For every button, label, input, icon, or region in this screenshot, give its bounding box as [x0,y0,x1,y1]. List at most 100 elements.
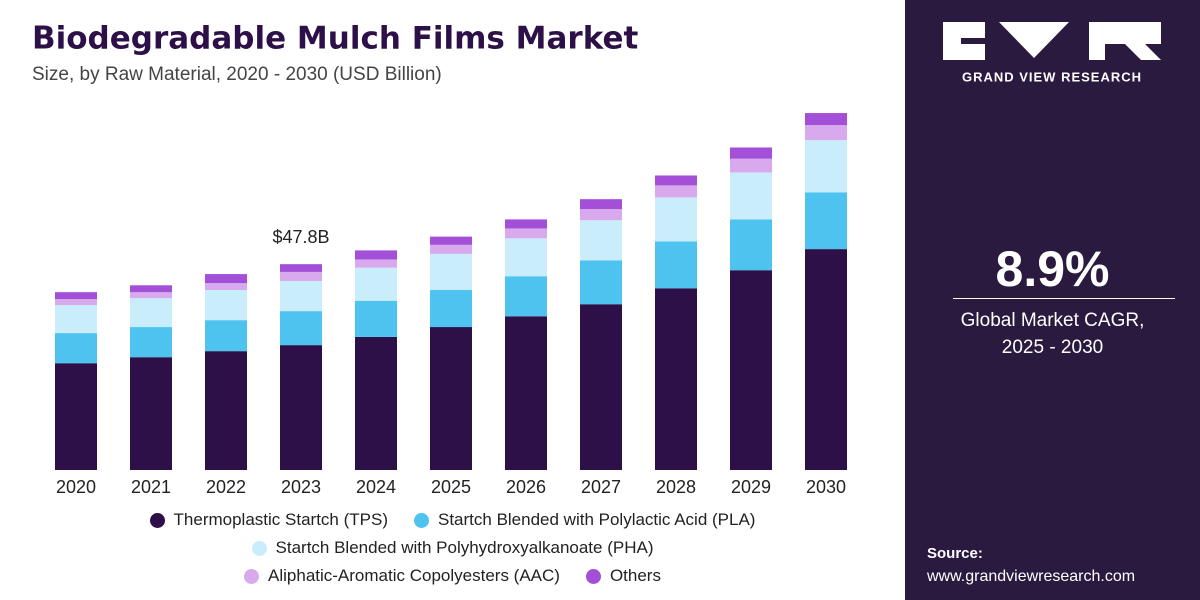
bar-segment [55,305,97,334]
legend: Thermoplastic Startch (TPS) Startch Blend… [0,506,905,590]
legend-label: Thermoplastic Startch (TPS) [173,510,388,529]
bar-segment [655,175,697,186]
bar-segment [580,304,622,470]
bar-segment [280,280,322,312]
x-tick-label: 2025 [431,477,471,497]
bar-segment [130,357,172,470]
legend-label: Startch Blended with Polyhydroxyalkanoat… [275,538,654,557]
divider [953,298,1175,299]
bar-segment [55,292,97,300]
bar-segment [430,236,472,245]
x-tick-label: 2024 [356,477,396,497]
legend-swatch [585,568,601,584]
logo-v [999,22,1069,58]
bar-segment [55,299,97,306]
bar-segment [805,113,847,126]
bar-segment [730,219,772,271]
bar-segment [355,267,397,301]
bar-segment [280,264,322,272]
legend-item: Startch Blended with Polyhydroxyalkanoat… [251,538,654,558]
source-label: Source: [927,545,983,562]
bar-segment [805,192,847,250]
x-tick-label: 2029 [731,477,771,497]
bar-segment [430,253,472,291]
bar-segment [505,228,547,239]
bar-segment [430,327,472,470]
legend-item: Aliphatic-Aromatic Copolyesters (AAC) [244,566,560,586]
legend-swatch [251,540,267,556]
bar-segment [655,185,697,198]
x-tick-label: 2026 [506,477,546,497]
source-url: www.grandviewresearch.com [927,568,1136,585]
bar-segment [430,244,472,254]
side-panel: GRAND VIEW RESEARCH 8.9% Global Market C… [905,0,1200,600]
bar-segment [655,241,697,289]
x-tick-label: 2027 [581,477,621,497]
bar-segment [730,158,772,173]
chart-title: Biodegradable Mulch Films Market [32,21,639,57]
bar-segment [205,290,247,321]
bar-segment [805,140,847,193]
x-tick-label: 2028 [656,477,696,497]
logo-r [1089,22,1161,60]
bar-segment [580,260,622,305]
bar-segment [205,283,247,291]
bar-segment [130,285,172,293]
bar-segment [355,259,397,268]
bar-segment [655,197,697,242]
legend-swatch [244,568,260,584]
bar-segment [505,316,547,470]
bar-segment [280,345,322,470]
legend-item: Others [585,566,661,586]
bar-segment [130,327,172,358]
chart-subtitle: Size, by Raw Material, 2020 - 2030 (USD … [32,64,442,85]
cagr-label: Global Market CAGR, [960,310,1145,331]
logo-g [943,22,985,60]
bar-segment [805,249,847,470]
legend-label: Others [609,566,661,585]
legend-item: Thermoplastic Startch (TPS) [149,510,388,530]
bar-segment [355,336,397,470]
bar-segment [430,290,472,328]
bar-segment [580,209,622,221]
bar-segment [655,288,697,470]
annotation: $47.8B [272,227,329,247]
legend-row: Aliphatic-Aromatic Copolyesters (AAC) Oth… [0,562,905,590]
cagr-value: 8.9% [995,241,1110,297]
bar-segment [355,300,397,337]
bar-segment [130,298,172,328]
bar-segment [280,271,322,281]
legend-row: Startch Blended with Polyhydroxyalkanoat… [0,534,905,562]
bar-segment [205,351,247,470]
legend-swatch [413,512,429,528]
x-tick-label: 2022 [206,477,246,497]
legend-label: Startch Blended with Polylactic Acid (PL… [437,510,756,529]
legend-row: Thermoplastic Startch (TPS) Startch Blend… [0,506,905,534]
bar-segment [205,320,247,352]
bar-segment [805,125,847,141]
cagr-period: 2025 - 2030 [1001,337,1104,358]
legend-swatch [149,512,165,528]
bar-segment [730,147,772,159]
bar-segment [130,292,172,299]
x-tick-label: 2021 [131,477,171,497]
brand: GRAND VIEW RESEARCH [962,69,1142,84]
bar-segment [55,333,97,364]
bar-segment [355,250,397,260]
bar-segment [505,276,547,317]
logo: GRAND VIEW RESEARCH [943,22,1161,84]
bar-segment [505,219,547,229]
legend-label: Aliphatic-Aromatic Copolyesters (AAC) [268,566,560,585]
bar-segment [280,311,322,346]
x-tick-label: 2030 [806,477,846,497]
bar-segment [580,220,622,261]
bar-segment [55,363,97,470]
bar-segment [730,172,772,220]
bar-segment [205,274,247,284]
x-tick-label: 2023 [281,477,321,497]
bar-segment [505,238,547,277]
legend-item: Startch Blended with Polylactic Acid (PL… [413,510,756,530]
x-tick-label: 2020 [56,477,96,497]
chart: Biodegradable Mulch Films Market Size, b… [32,21,847,497]
